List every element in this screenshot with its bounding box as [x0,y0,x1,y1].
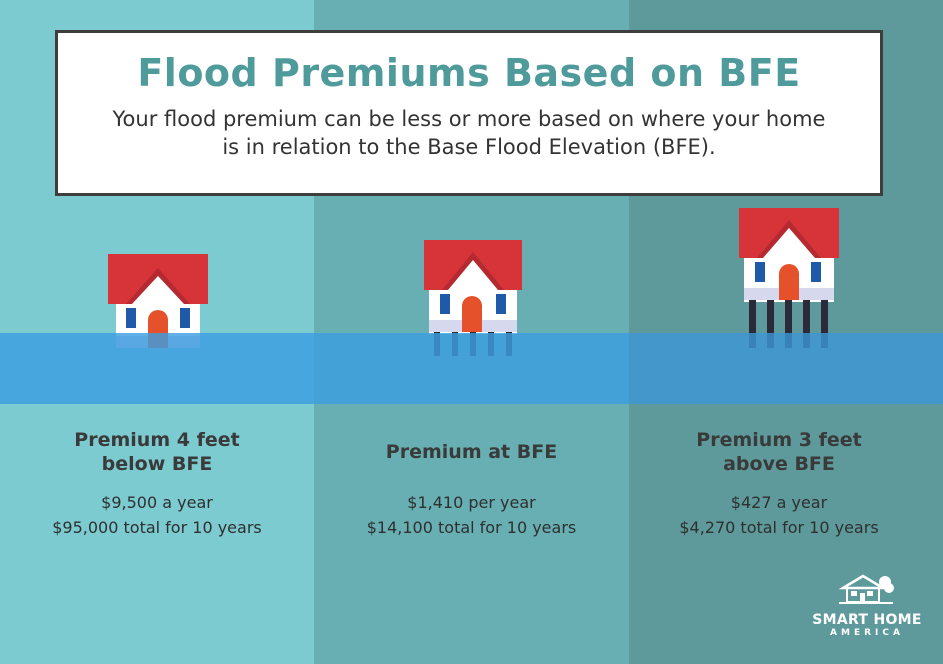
logo-subtitle: AMERICA [806,628,928,639]
house-above-bfe-icon [739,208,839,348]
heading-line-1: Premium 3 feet [629,428,929,452]
heading-line-2: below BFE [0,452,314,476]
scenario-heading: Premium 4 feet below BFE [0,428,314,476]
ten-year-total: $14,100 total for 10 years [314,515,629,540]
ten-year-total: $95,000 total for 10 years [0,515,314,540]
scenario-at-bfe: Premium at BFE $1,410 per year $14,100 t… [314,440,629,540]
annual-premium: $427 a year [629,490,929,515]
annual-premium: $9,500 a year [0,490,314,515]
page-title: Flood Premiums Based on BFE [58,51,880,95]
house-logo-icon [837,572,897,606]
page-subtitle: Your flood premium can be less or more b… [109,105,829,161]
logo-name: SMART HOME [806,612,928,628]
heading-line-1: Premium at BFE [314,440,629,464]
heading-line-2: above BFE [629,452,929,476]
smart-home-america-logo: SMART HOME AMERICA [806,572,928,642]
ten-year-total: $4,270 total for 10 years [629,515,929,540]
heading-line-1: Premium 4 feet [0,428,314,452]
scenario-below-bfe: Premium 4 feet below BFE $9,500 a year $… [0,428,314,540]
title-box: Flood Premiums Based on BFE Your flood p… [55,30,883,196]
scenario-heading: Premium 3 feet above BFE [629,428,929,476]
scenario-above-bfe: Premium 3 feet above BFE $427 a year $4,… [629,428,929,540]
annual-premium: $1,410 per year [314,490,629,515]
scenario-heading: Premium at BFE [314,440,629,464]
flood-water [0,333,943,404]
